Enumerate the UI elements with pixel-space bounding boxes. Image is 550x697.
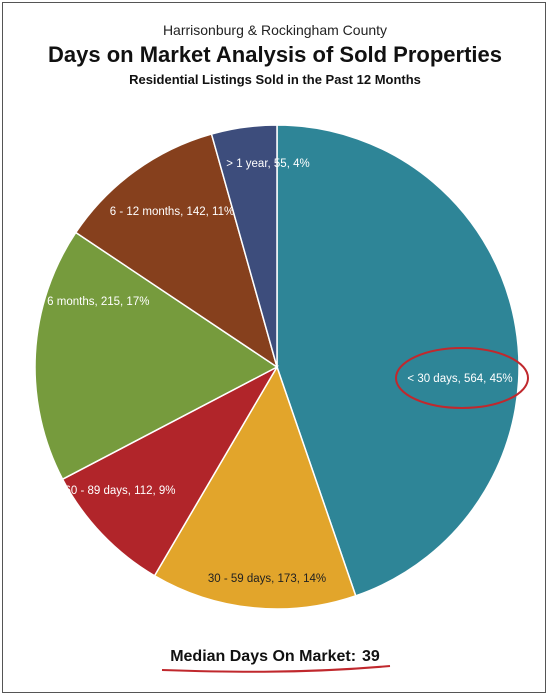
chart-title: Days on Market Analysis of Sold Properti… [48, 42, 502, 67]
pie-slice [276, 124, 520, 597]
chart-area-name: Harrisonburg & Rockingham County [162, 22, 388, 38]
highlight-circle [395, 347, 529, 409]
pie-slice [34, 231, 279, 481]
median-label: Median Days On Market: [170, 648, 357, 665]
slice-data-label: 60 - 89 days, 112, 9% [64, 485, 175, 497]
chart-subtitle: Residential Listings Sold in the Past 12… [129, 72, 421, 87]
pie-slice [153, 365, 357, 610]
pie-slice [74, 133, 279, 369]
median-value: 39 [362, 648, 380, 665]
median-days-text: Median Days On Market: 39 [0, 648, 550, 666]
slice-data-label: 3 - 6 months, 215, 17% [31, 296, 150, 308]
slice-data-label: > 1 year, 55, 4% [226, 158, 309, 170]
pie-slice [61, 365, 279, 577]
pie-slice [210, 124, 278, 368]
slice-data-label: 6 - 12 months, 142, 11% [110, 206, 234, 218]
slice-data-label: < 30 days, 564, 45% [407, 373, 512, 385]
slice-data-label: 30 - 59 days, 173, 14% [208, 573, 326, 585]
